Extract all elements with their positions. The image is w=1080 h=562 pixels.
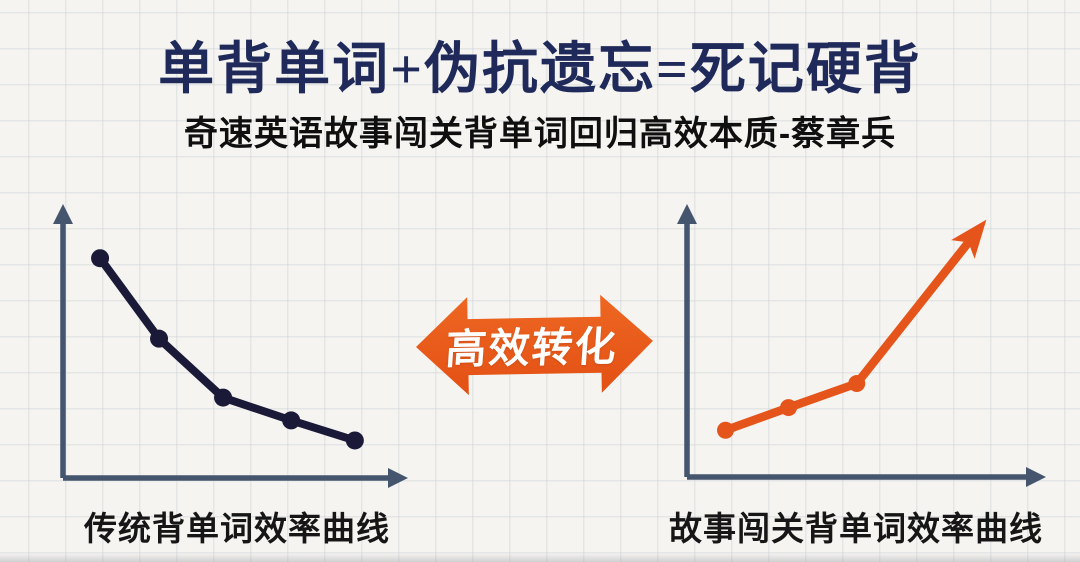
page-title: 单背单词+伪抗遗忘=死记硬背 xyxy=(158,39,922,101)
double-arrow-shape xyxy=(416,294,653,396)
data-point xyxy=(150,329,169,348)
data-points xyxy=(91,249,364,450)
data-point xyxy=(780,399,797,417)
data-point xyxy=(345,431,364,450)
x-axis-arrow-icon xyxy=(388,468,408,488)
data-points xyxy=(717,375,866,439)
story-chart-label: 故事闯关背单词效率曲线 xyxy=(669,510,1043,547)
data-point xyxy=(214,388,233,407)
axes xyxy=(53,204,408,488)
conversion-arrow-label: 高效转化 xyxy=(444,323,620,373)
data-point xyxy=(848,375,866,393)
page-subtitle: 奇速英语故事闯关背单词回归高效本质-蔡章兵 xyxy=(183,115,897,153)
data-point xyxy=(91,249,110,268)
axes xyxy=(677,204,1046,487)
bottom-edge-shadow xyxy=(0,553,1080,562)
conversion-arrow: 高效转化 xyxy=(406,288,658,402)
data-point xyxy=(717,421,734,439)
double-arrow-icon xyxy=(416,294,653,396)
y-axis-arrow-icon xyxy=(677,204,697,224)
traditional-chart-label: 传统背单词效率曲线 xyxy=(84,510,390,547)
traditional-efficiency-chart xyxy=(53,204,408,488)
x-axis-arrow-icon xyxy=(1026,467,1046,487)
data-line xyxy=(721,219,987,435)
data-line xyxy=(96,254,359,445)
data-point xyxy=(282,411,301,430)
story-efficiency-chart xyxy=(677,204,1046,487)
y-axis-arrow-icon xyxy=(53,204,73,224)
